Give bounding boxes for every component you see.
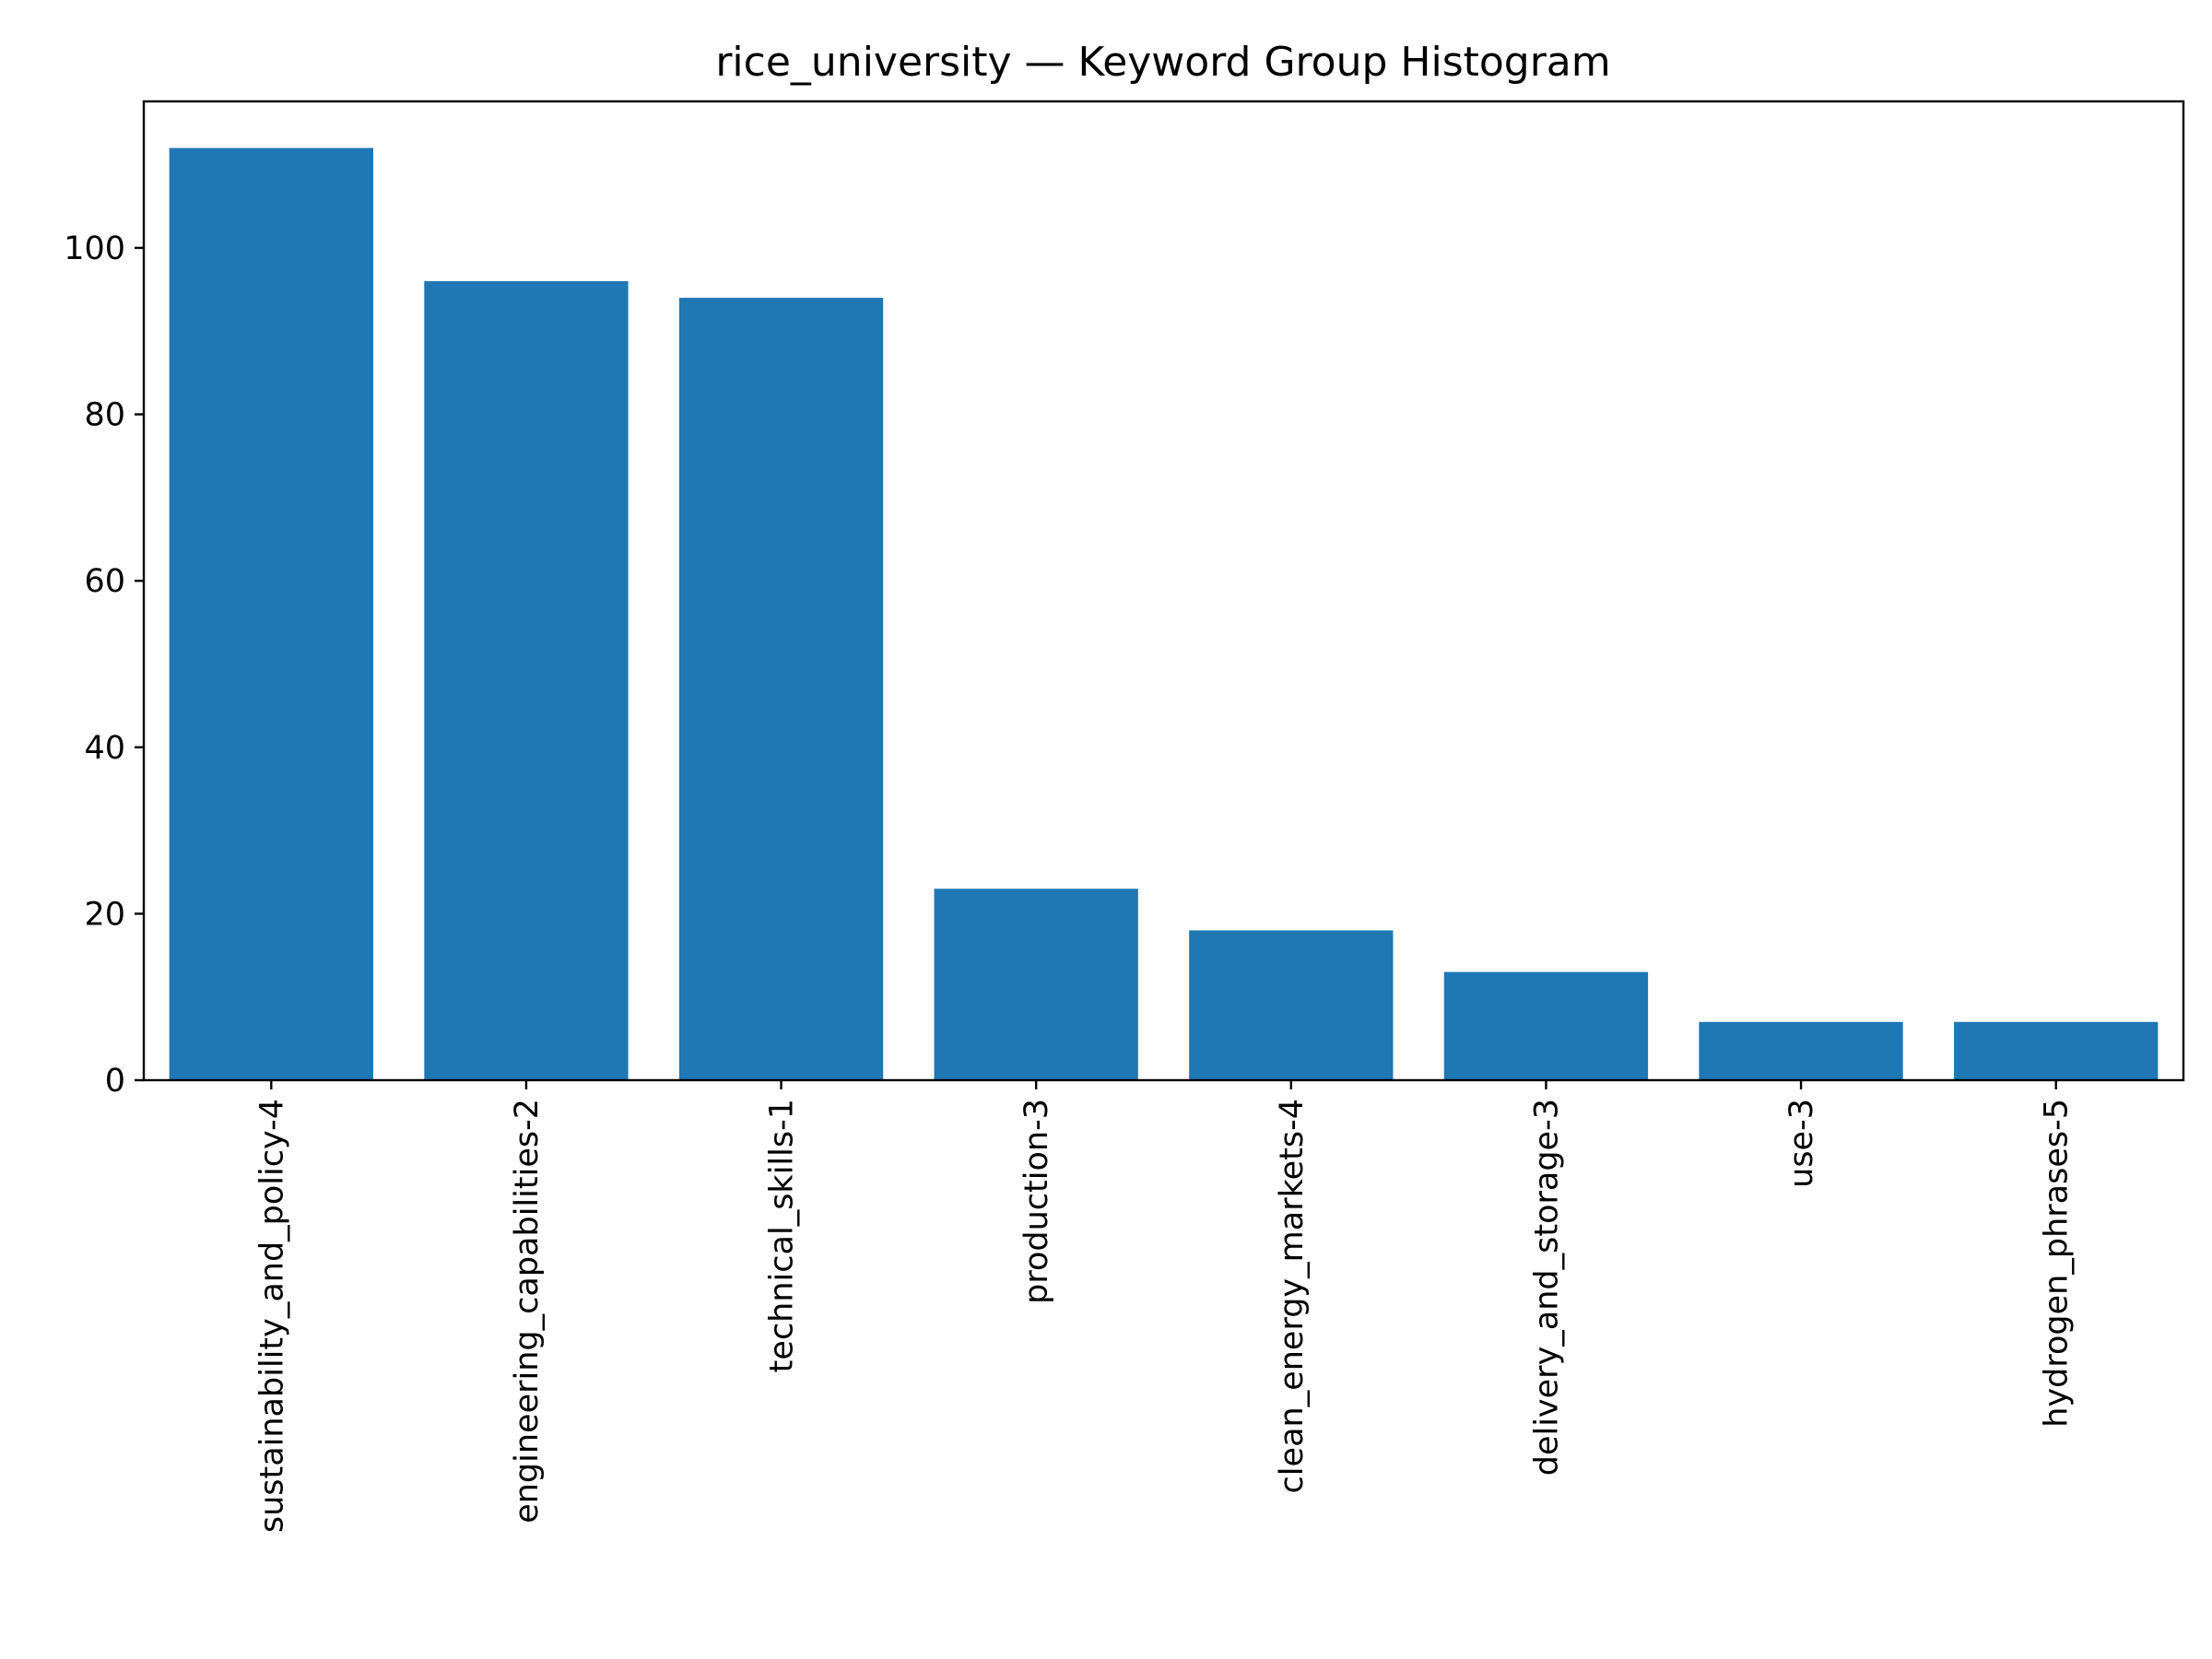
- y-tick-label: 100: [64, 230, 125, 267]
- plot-frame: [142, 100, 2185, 1082]
- x-tick-label: technical_skills-1: [764, 1099, 801, 1372]
- x-tick-label: production-3: [1018, 1099, 1055, 1304]
- x-tick-label: sustainability_and_policy-4: [253, 1099, 290, 1533]
- bar-engineering_capabilities-2: [424, 281, 629, 1080]
- y-tick-label: 20: [84, 896, 125, 933]
- x-tick-label: clean_energy_markets-4: [1274, 1099, 1311, 1493]
- bar-hydrogen_phrases-5: [1954, 1021, 2159, 1080]
- x-axis: sustainability_and_policy-4 engineering_c…: [253, 1080, 2076, 1533]
- bar-technical_skills-1: [678, 298, 884, 1080]
- y-tick-label: 60: [84, 563, 125, 600]
- bar-production-3: [934, 888, 1138, 1080]
- x-tick-label: use-3: [1783, 1099, 1820, 1188]
- x-tick-label: hydrogen_phrases-5: [2039, 1099, 2076, 1428]
- bar-use-3: [1699, 1021, 1903, 1080]
- chart-title: rice_university — Keyword Group Histogra…: [715, 39, 1610, 86]
- bar-delivery_and_storage-3: [1443, 971, 1649, 1080]
- y-axis: 0 20 40 60 80 100: [64, 230, 144, 1100]
- x-tick-label: delivery_and_storage-3: [1528, 1099, 1565, 1476]
- y-tick-label: 40: [84, 730, 125, 767]
- bar-clean_energy_markets-4: [1189, 930, 1394, 1080]
- y-tick-label: 0: [105, 1063, 125, 1100]
- x-tick-label: engineering_capabilities-2: [509, 1099, 546, 1524]
- bar-sustainability_and_policy-4: [169, 147, 373, 1080]
- bars-group: [169, 147, 2159, 1080]
- y-tick-label: 80: [84, 397, 125, 434]
